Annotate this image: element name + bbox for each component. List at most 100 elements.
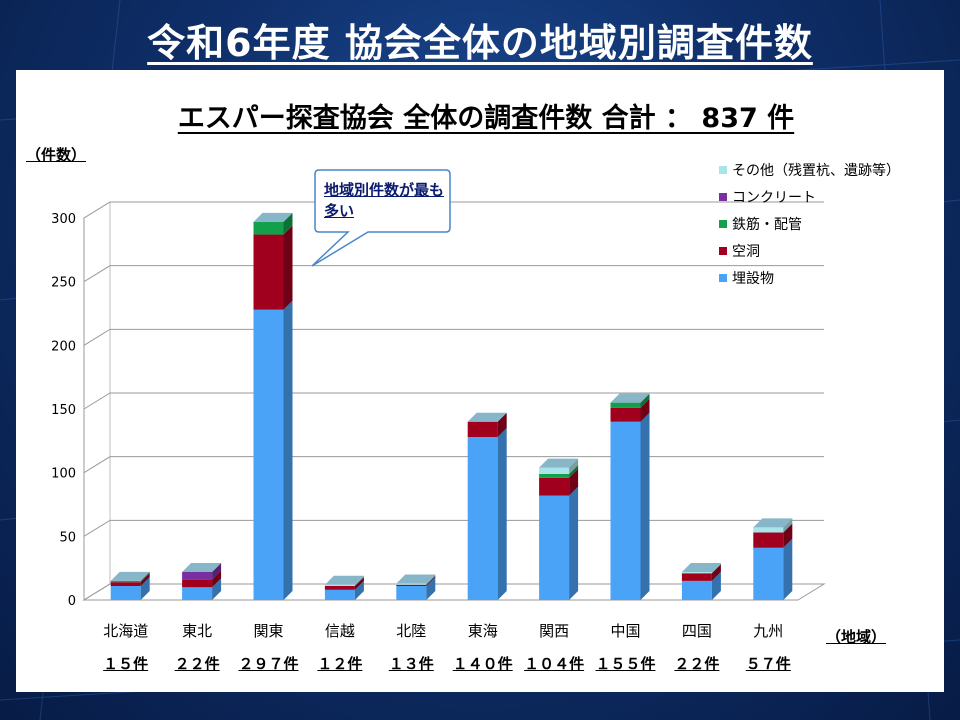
bar-segment-side bbox=[354, 575, 364, 586]
legend-label: 空洞 bbox=[732, 243, 760, 260]
bar-top bbox=[681, 562, 721, 572]
bar-segment bbox=[610, 421, 641, 600]
x-tick-label: 東海 bbox=[468, 622, 498, 640]
bar-segment bbox=[253, 309, 284, 600]
legend-label: 鉄筋・配管 bbox=[732, 216, 802, 233]
bar-top bbox=[110, 571, 150, 581]
bar-segment-side bbox=[426, 574, 436, 585]
bar-segment bbox=[467, 437, 498, 600]
region-total-label: １２件 bbox=[317, 655, 363, 673]
gridline bbox=[83, 583, 824, 601]
bar-segment-side bbox=[569, 458, 579, 474]
bar-segment bbox=[396, 584, 427, 586]
bar-segment bbox=[610, 407, 641, 422]
bar-segment-side bbox=[711, 562, 721, 574]
bar-segment-side bbox=[783, 518, 793, 533]
chart-title: エスパー探査協会 全体の調査件数 合計 ： 837 件 bbox=[177, 103, 795, 134]
bar-segment bbox=[681, 573, 712, 581]
region-total-label: １５５件 bbox=[595, 655, 656, 673]
bar-segment bbox=[753, 532, 784, 548]
bar-segment bbox=[396, 583, 427, 585]
stacked-bar-chart: 0 50 100 150 200 250 300 北海道 東北 関東 信越 北陸 東海 関西 中国 四国 九州 bbox=[51, 169, 826, 640]
legend-item: 埋設物 bbox=[719, 264, 900, 291]
gridline bbox=[83, 392, 824, 410]
bar-segment-side bbox=[569, 464, 579, 478]
callout-bubble bbox=[311, 169, 451, 267]
legend-label: その他（残置杭、遺跡等） bbox=[732, 162, 900, 179]
region-total-label: １３件 bbox=[388, 655, 434, 673]
y-tick-label: 300 bbox=[51, 212, 76, 227]
bar-segment-side bbox=[497, 412, 507, 438]
region-total-label: １５件 bbox=[103, 655, 149, 673]
bar-segment-side bbox=[426, 575, 436, 586]
x-tick-label: 中国 bbox=[610, 622, 640, 640]
y-tick-label: 150 bbox=[51, 403, 76, 418]
bar-segment-side bbox=[711, 564, 721, 581]
bar-segment-side bbox=[569, 486, 579, 600]
bar-top bbox=[467, 412, 507, 422]
legend-label: コンクリート bbox=[732, 189, 816, 206]
bar-segment-side bbox=[212, 578, 222, 600]
bar-segment-side bbox=[212, 570, 222, 588]
bar-segment-side bbox=[783, 538, 793, 600]
bar-segment-side bbox=[640, 412, 650, 600]
legend-swatch bbox=[719, 219, 727, 228]
bar-segment bbox=[253, 234, 284, 310]
region-total-label: ２２件 bbox=[174, 655, 220, 673]
gridline bbox=[83, 201, 824, 219]
legend-item: 鉄筋・配管 bbox=[719, 210, 900, 237]
x-tick-label: 北海道 bbox=[103, 622, 148, 640]
legend-swatch bbox=[719, 165, 727, 174]
bar-segment-side bbox=[711, 571, 721, 600]
bar-segment bbox=[539, 477, 570, 496]
chart-panel: エスパー探査協会 全体の調査件数 合計 ： 837 件 （件数） （地域） 0 5… bbox=[16, 70, 944, 692]
bar-top bbox=[610, 393, 650, 403]
region-totals: １５件 ２２件 ２９７件 １２件 １３件 １４０件 １０４件 １５５件 ２２件 ５７件 bbox=[16, 653, 944, 681]
bar-top bbox=[182, 562, 222, 572]
bar-segment bbox=[324, 589, 355, 600]
x-tick-label: 東北 bbox=[182, 622, 212, 640]
slide-title: 令和6年度 協会全体の地域別調査件数 bbox=[147, 21, 813, 65]
y-tick-label: 250 bbox=[51, 276, 76, 291]
region-total-label: １０４件 bbox=[524, 655, 585, 673]
bar-segment bbox=[467, 421, 498, 438]
bar-segment bbox=[753, 547, 784, 600]
x-tick-label: 北陸 bbox=[396, 622, 426, 640]
y-axis-label: （件数） bbox=[26, 146, 87, 164]
x-tick-label: 九州 bbox=[753, 622, 783, 640]
bar-segment-side bbox=[140, 571, 150, 583]
y-tick-label: 100 bbox=[51, 467, 76, 482]
bar-segment-side bbox=[354, 576, 364, 590]
legend-swatch bbox=[719, 273, 727, 282]
y-tick-label: 0 bbox=[68, 594, 76, 609]
bar-top bbox=[396, 574, 436, 584]
bar-top bbox=[324, 575, 364, 585]
x-tick-label: 関東 bbox=[253, 622, 283, 640]
y-tick-label: 50 bbox=[59, 530, 76, 545]
bar-segment bbox=[324, 584, 355, 586]
x-tick-label: 関西 bbox=[539, 622, 569, 640]
legend-item: 空洞 bbox=[719, 237, 900, 264]
gridline bbox=[83, 456, 824, 474]
bar-segment bbox=[182, 579, 213, 588]
bar-segment bbox=[110, 582, 141, 586]
bar-segment bbox=[610, 402, 641, 408]
legend-item: その他（残置杭、遺跡等） bbox=[719, 156, 900, 183]
legend-item: コンクリート bbox=[719, 183, 900, 210]
legend-swatch bbox=[719, 246, 727, 255]
gridline bbox=[83, 519, 824, 537]
legend-swatch bbox=[719, 192, 727, 201]
x-tick-label: 信越 bbox=[325, 622, 355, 640]
bar-segment bbox=[753, 527, 784, 533]
bar-segment-side bbox=[426, 576, 436, 600]
bar-segment-side bbox=[783, 523, 793, 548]
bar-top bbox=[539, 458, 579, 468]
bar-segment-side bbox=[140, 576, 150, 600]
region-total-label: ２２件 bbox=[674, 655, 720, 673]
bar-segment-side bbox=[497, 428, 507, 600]
gridline bbox=[83, 265, 824, 283]
x-tick-label: 四国 bbox=[682, 622, 712, 640]
x-axis-label: （地域） bbox=[826, 628, 887, 646]
bar-segment bbox=[539, 473, 570, 478]
bar-segment bbox=[539, 495, 570, 600]
